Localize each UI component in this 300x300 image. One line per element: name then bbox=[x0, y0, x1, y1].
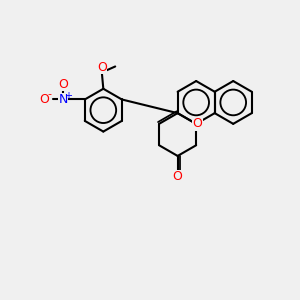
Text: O: O bbox=[193, 117, 202, 130]
Text: -: - bbox=[47, 89, 51, 99]
Text: O: O bbox=[39, 93, 49, 106]
Text: +: + bbox=[64, 91, 72, 101]
Text: O: O bbox=[173, 170, 183, 183]
Text: N: N bbox=[58, 93, 68, 106]
Text: O: O bbox=[97, 61, 107, 74]
Text: O: O bbox=[58, 77, 68, 91]
